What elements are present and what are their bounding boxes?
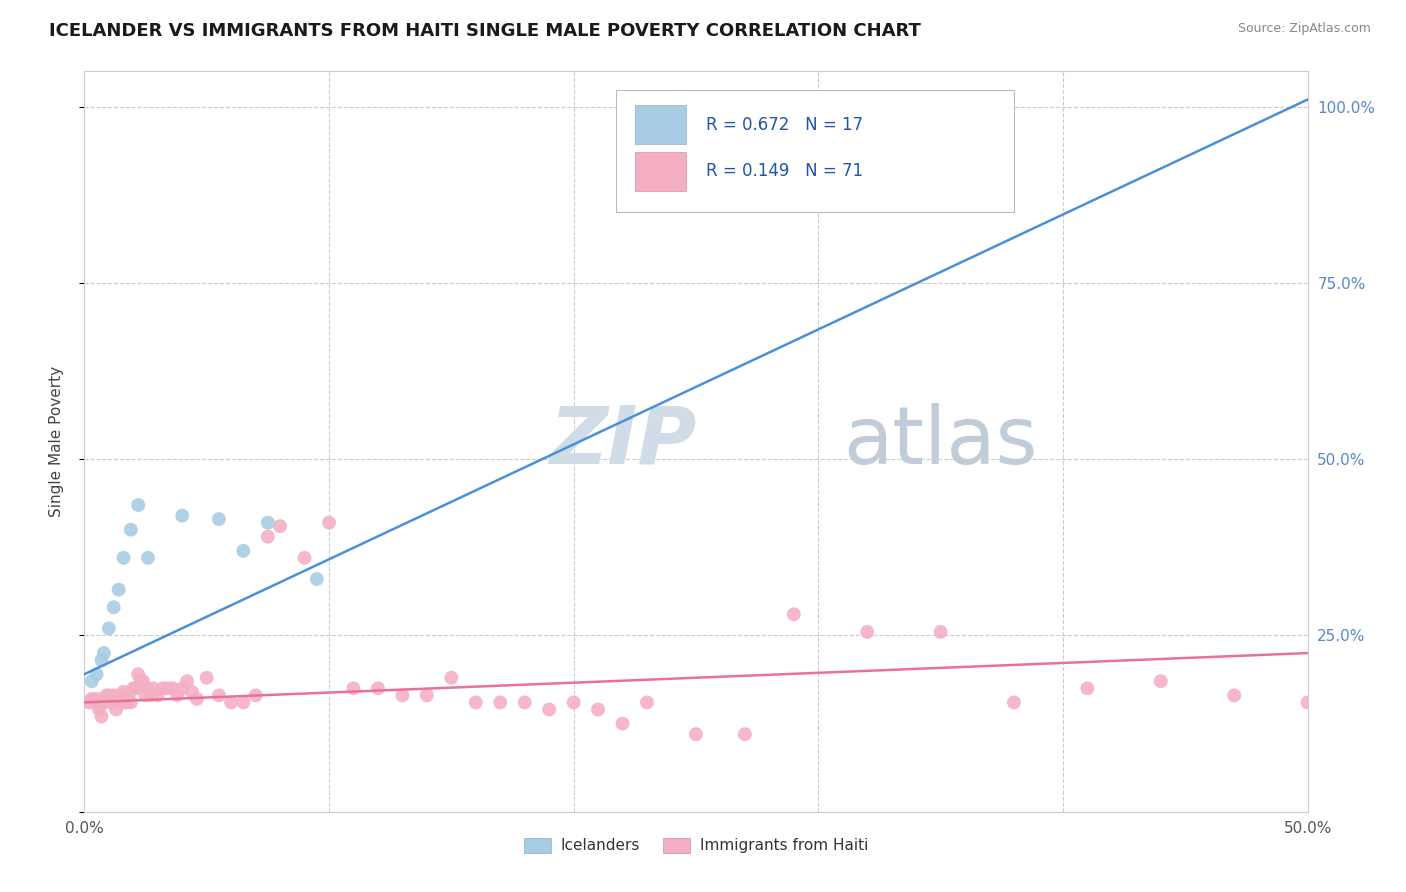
Point: [440, 671, 463, 685]
Point: [86, 692, 108, 706]
Text: Source: ZipAtlas.com: Source: ZipAtlas.com: [1237, 22, 1371, 36]
Point: [146, 689, 169, 703]
Point: [83, 695, 105, 709]
Point: [129, 674, 152, 689]
Text: R = 0.149   N = 71: R = 0.149 N = 71: [706, 162, 863, 180]
Point: [318, 516, 340, 530]
Point: [139, 689, 162, 703]
Point: [489, 695, 512, 709]
Text: R = 0.672   N = 17: R = 0.672 N = 17: [706, 116, 863, 134]
Point: [391, 689, 413, 703]
Point: [586, 702, 609, 716]
Point: [562, 695, 585, 709]
Point: [120, 523, 142, 537]
Point: [1076, 681, 1098, 696]
Point: [105, 702, 128, 716]
FancyBboxPatch shape: [616, 90, 1014, 212]
Point: [1150, 674, 1173, 689]
Point: [93, 695, 115, 709]
Point: [135, 689, 157, 703]
Point: [172, 508, 194, 523]
Point: [232, 544, 254, 558]
Point: [181, 685, 204, 699]
Point: [305, 572, 328, 586]
Point: [132, 674, 155, 689]
Point: [208, 512, 231, 526]
Point: [219, 695, 242, 709]
Point: [513, 695, 536, 709]
Point: [103, 600, 125, 615]
Point: [77, 695, 100, 709]
Point: [257, 530, 280, 544]
Text: ICELANDER VS IMMIGRANTS FROM HAITI SINGLE MALE POVERTY CORRELATION CHART: ICELANDER VS IMMIGRANTS FROM HAITI SINGL…: [49, 22, 921, 40]
Point: [1395, 695, 1406, 709]
Point: [152, 681, 174, 696]
Point: [208, 689, 231, 703]
Point: [186, 692, 208, 706]
Point: [107, 582, 129, 597]
Y-axis label: Single Male Poverty: Single Male Poverty: [49, 366, 63, 517]
Point: [156, 681, 179, 696]
Point: [367, 681, 389, 696]
Point: [294, 550, 316, 565]
Text: atlas: atlas: [842, 402, 1038, 481]
Point: [195, 671, 218, 685]
Point: [176, 674, 198, 689]
Point: [87, 702, 110, 716]
Point: [416, 689, 439, 703]
Point: [1296, 695, 1319, 709]
Point: [120, 695, 142, 709]
Point: [257, 516, 280, 530]
Point: [90, 709, 112, 723]
Point: [929, 624, 952, 639]
Point: [734, 727, 756, 741]
Point: [342, 681, 364, 696]
Point: [86, 667, 108, 681]
Point: [136, 681, 159, 696]
Point: [110, 695, 132, 709]
Point: [93, 646, 115, 660]
Point: [538, 702, 561, 716]
Legend: Icelanders, Immigrants from Haiti: Icelanders, Immigrants from Haiti: [517, 831, 875, 860]
Point: [1346, 702, 1368, 716]
Point: [96, 689, 118, 703]
Text: ZIP: ZIP: [550, 402, 696, 481]
FancyBboxPatch shape: [636, 105, 686, 144]
Point: [127, 498, 149, 512]
Point: [1002, 695, 1025, 709]
Point: [232, 695, 254, 709]
Point: [80, 692, 103, 706]
Point: [636, 695, 658, 709]
Point: [269, 519, 291, 533]
Point: [97, 621, 120, 635]
Point: [122, 681, 145, 696]
Point: [115, 695, 138, 709]
Point: [856, 624, 879, 639]
FancyBboxPatch shape: [636, 152, 686, 191]
Point: [136, 550, 159, 565]
Point: [80, 674, 103, 689]
Point: [107, 689, 129, 703]
Point: [166, 689, 188, 703]
Point: [112, 685, 135, 699]
Point: [103, 689, 125, 703]
Point: [464, 695, 486, 709]
Point: [783, 607, 806, 622]
Point: [112, 550, 135, 565]
Point: [100, 695, 122, 709]
Point: [142, 681, 165, 696]
Point: [125, 681, 148, 696]
Point: [245, 689, 267, 703]
Point: [685, 727, 707, 741]
Point: [844, 124, 866, 138]
Point: [612, 716, 634, 731]
Point: [90, 653, 112, 667]
Point: [162, 681, 184, 696]
Point: [127, 667, 149, 681]
Point: [1223, 689, 1246, 703]
Point: [172, 681, 194, 696]
Point: [97, 689, 120, 703]
Point: [117, 689, 139, 703]
